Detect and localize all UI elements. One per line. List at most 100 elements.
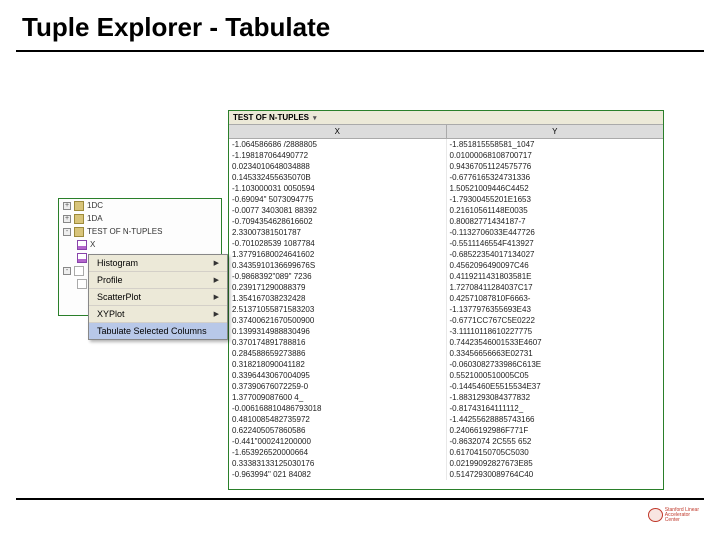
tree-label: 1DA <box>87 214 103 223</box>
page-title: Tuple Explorer - Tabulate <box>22 12 330 43</box>
table-cell: -0.8632074 2C555 652 <box>447 436 664 447</box>
table-row[interactable]: -0.006168810486793018-0.81743164111112_ <box>229 403 663 414</box>
table-cell: 0.01000068108700717 <box>447 150 664 161</box>
table-cell: 0.5521000510005C05 <box>447 370 664 381</box>
table-cell: -0.68522354017134027 <box>447 249 664 260</box>
table-row[interactable]: 1.377009087600 4_-1.8831293084377832 <box>229 392 663 403</box>
table-cell: 0.94367051124575776 <box>447 161 664 172</box>
tree-toggle-icon[interactable]: - <box>63 267 71 275</box>
table-row[interactable]: 0.2845886592738860.33456656663E02731 <box>229 348 663 359</box>
table-row[interactable]: 0.02340106480348880.94367051124575776 <box>229 161 663 172</box>
table-row[interactable]: 0.4810085482735972-1.44255628885743166 <box>229 414 663 425</box>
table-row[interactable]: 1.3541670382324280.42571087810F6663- <box>229 293 663 304</box>
table-cell: -0.5511146554F413927 <box>447 238 664 249</box>
table-row[interactable]: 0.3435910136699676S0.4562096490097C46 <box>229 260 663 271</box>
leaf-icon <box>74 266 84 276</box>
menu-item-tabulate[interactable]: Tabulate Selected Columns <box>89 323 227 339</box>
chevron-right-icon: ▶ <box>214 293 219 301</box>
chevron-right-icon: ▶ <box>214 276 219 284</box>
tree-label: 1DC <box>87 201 103 210</box>
menu-label: XYPlot <box>97 309 125 319</box>
table-row[interactable]: 0.37400621670500900-0.6771CC767C5E0222 <box>229 315 663 326</box>
chevron-down-icon[interactable]: ▾ <box>313 114 317 122</box>
table-row[interactable]: -1.064586686 /2888805-1.851815558581_104… <box>229 139 663 150</box>
table-cell: -0.006168810486793018 <box>229 403 447 414</box>
table-cell: 0.239171290088379 <box>229 282 447 293</box>
table-row[interactable]: 0.3701748917888160.74423546001533E4607 <box>229 337 663 348</box>
table-row[interactable]: 0.1399314988830496-3.11110118610227775 <box>229 326 663 337</box>
table-cell: 0.3396443067004095 <box>229 370 447 381</box>
table-row[interactable]: 0.37390676072259-0-0.1445460E5515534E37 <box>229 381 663 392</box>
chevron-right-icon: ▶ <box>214 310 219 318</box>
table-row[interactable]: -0.69094" 5073094775-1.79300455201E1653 <box>229 194 663 205</box>
tree-row[interactable]: - TEST OF N-TUPLES <box>59 225 221 238</box>
table-row[interactable]: 0.6224050578605860.24066192986F771F <box>229 425 663 436</box>
table-cell: -1.79300455201E1653 <box>447 194 664 205</box>
table-cell: 0.37400621670500900 <box>229 315 447 326</box>
column-header-x[interactable]: X <box>229 125 447 138</box>
table-row[interactable]: 0.318218090041182-0.0603082733986C613E <box>229 359 663 370</box>
table-row[interactable]: -1.6539265200006640.61704150705C5030 <box>229 447 663 458</box>
tree-toggle-icon[interactable]: + <box>63 215 71 223</box>
table-row[interactable]: 2.33007381501787-0.1132706033E447726 <box>229 227 663 238</box>
table-row[interactable]: -0.0077 3403081 883920.21610561148E0035 <box>229 205 663 216</box>
table-cell: 0.4562096490097C46 <box>447 260 664 271</box>
table-cell: -0.441"000241200000 <box>229 436 447 447</box>
table-cell: 0.3435910136699676S <box>229 260 447 271</box>
table-row[interactable]: -0.70943546286166020.80082771434187-7 <box>229 216 663 227</box>
menu-label: Profile <box>97 275 123 285</box>
table-cell: 1.354167038232428 <box>229 293 447 304</box>
table-row[interactable]: -0.701028539 1087784-0.5511146554F413927 <box>229 238 663 249</box>
table-row[interactable]: 0.333831331250301760.02199092827673E85 <box>229 458 663 469</box>
table-row[interactable]: 1.37791680024641602-0.68522354017134027 <box>229 249 663 260</box>
table-cell: 0.33456656663E02731 <box>447 348 664 359</box>
data-titlebar[interactable]: TEST OF N-TUPLES ▾ <box>229 111 663 125</box>
tree-toggle-icon[interactable]: + <box>63 202 71 210</box>
table-cell: 0.0234010648034888 <box>229 161 447 172</box>
table-row[interactable]: 0.33964430670040950.5521000510005C05 <box>229 370 663 381</box>
table-row[interactable]: 0.145332455635070B-0.6776165324731336 <box>229 172 663 183</box>
column-header-y[interactable]: Y <box>447 125 664 138</box>
table-cell: 0.61704150705C5030 <box>447 447 664 458</box>
tree-row[interactable]: + 1DC <box>59 199 221 212</box>
logo-icon <box>648 508 663 522</box>
logo-text: Stanford Linear Accelerator Center <box>665 508 700 523</box>
tree-row[interactable]: X <box>59 238 221 251</box>
window-title: TEST OF N-TUPLES <box>233 113 309 122</box>
tree-toggle-icon[interactable]: - <box>63 228 71 236</box>
table-cell: -0.963994" 021 84082 <box>229 469 447 480</box>
menu-item-xyplot[interactable]: XYPlot ▶ <box>89 306 227 323</box>
table-cell: -0.9868392"089" 7236 <box>229 271 447 282</box>
table-cell: 0.51472930089764C40 <box>447 469 664 480</box>
menu-item-histogram[interactable]: Histogram ▶ <box>89 255 227 272</box>
table-cell: 0.21610561148E0035 <box>447 205 664 216</box>
table-row[interactable]: -0.441"000241200000-0.8632074 2C555 652 <box>229 436 663 447</box>
table-row[interactable]: -1.1981870644907720.01000068108700717 <box>229 150 663 161</box>
table-cell: 2.33007381501787 <box>229 227 447 238</box>
table-cell: 0.4810085482735972 <box>229 414 447 425</box>
table-row[interactable]: 0.2391712900883791.72708411284037C17 <box>229 282 663 293</box>
tree-row[interactable]: + 1DA <box>59 212 221 225</box>
divider-bottom <box>16 498 704 500</box>
table-cell: -1.064586686 /2888805 <box>229 139 447 150</box>
histogram-icon <box>77 253 87 263</box>
table-cell: 0.622405057860586 <box>229 425 447 436</box>
table-cell: -1.8831293084377832 <box>447 392 664 403</box>
histogram-icon <box>77 240 87 250</box>
table-cell: -0.6776165324731336 <box>447 172 664 183</box>
table-row[interactable]: 2.51371055871583203-1.1377976355693E43 <box>229 304 663 315</box>
table-row[interactable]: -1.103000031 00505941.50521009446C4452 <box>229 183 663 194</box>
table-cell: 1.37791680024641602 <box>229 249 447 260</box>
table-cell: -0.6771CC767C5E0222 <box>447 315 664 326</box>
table-cell: 0.42571087810F6663- <box>447 293 664 304</box>
table-cell: -0.0077 3403081 88392 <box>229 205 447 216</box>
menu-label: Tabulate Selected Columns <box>97 326 207 336</box>
folder-icon <box>74 201 84 211</box>
table-row[interactable]: -0.9868392"089" 72360.4119211431803581E <box>229 271 663 282</box>
logo: Stanford Linear Accelerator Center <box>648 502 700 528</box>
table-row[interactable]: -0.963994" 021 840820.51472930089764C40 <box>229 469 663 480</box>
menu-item-profile[interactable]: Profile ▶ <box>89 272 227 289</box>
table-cell: -0.701028539 1087784 <box>229 238 447 249</box>
table-cell: 1.377009087600 4_ <box>229 392 447 403</box>
menu-item-scatterplot[interactable]: ScatterPlot ▶ <box>89 289 227 306</box>
